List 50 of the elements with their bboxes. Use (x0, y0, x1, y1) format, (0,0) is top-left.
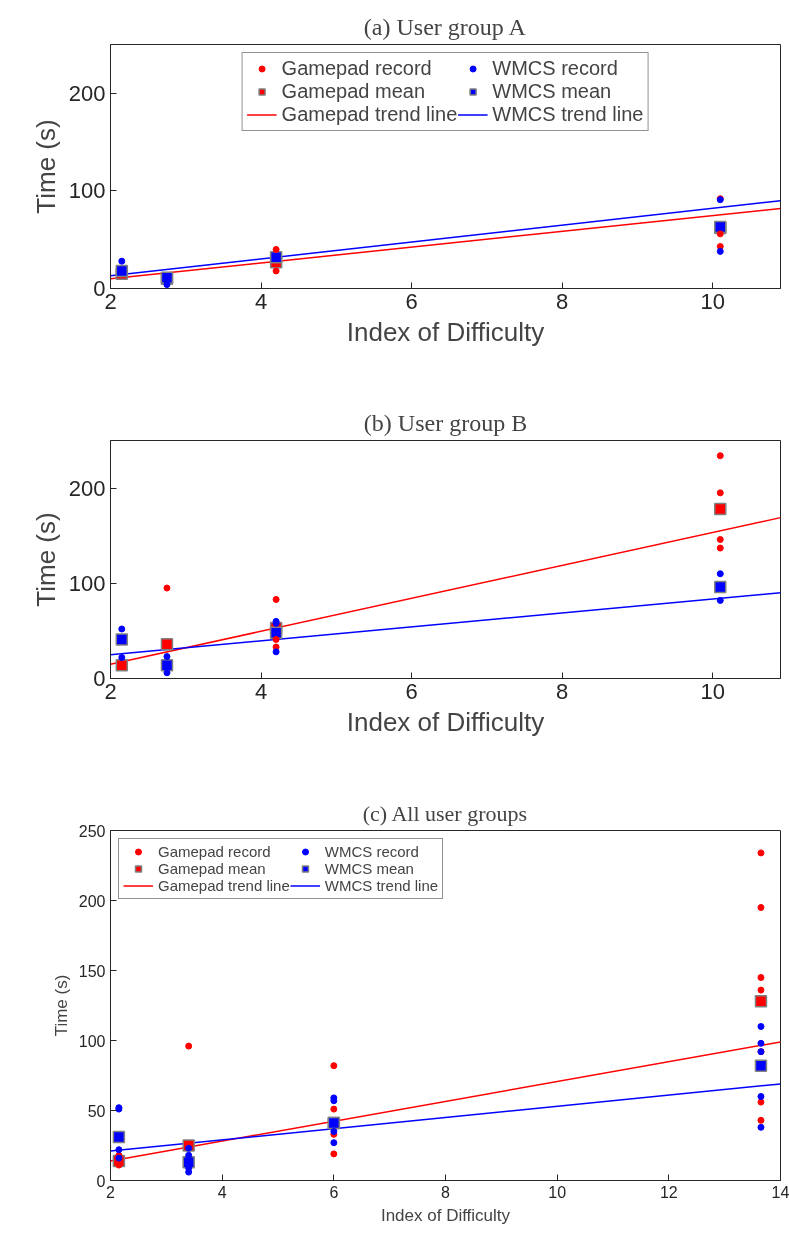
y-axis-title: Time (s) (30, 119, 61, 214)
legend-label: Gamepad trend line (281, 103, 458, 126)
legend-label: WMCS record (492, 57, 618, 80)
legend-label: Gamepad record (281, 57, 432, 80)
x-tick-label: 14 (771, 1183, 789, 1201)
y-tick-label: 200 (68, 475, 106, 501)
x-axis-title: Index of Difficulty (346, 316, 545, 347)
y-tick-label: 0 (96, 1172, 106, 1190)
x-tick-label: 6 (405, 678, 418, 704)
x-axis-title: Index of Difficulty (346, 706, 545, 737)
y-tick-label: 150 (78, 962, 106, 980)
y-tick-label: 250 (78, 822, 106, 840)
chart-title: (a) User group A (363, 13, 527, 40)
x-tick-label: 4 (217, 1183, 227, 1201)
legend-label: WMCS trend line (324, 877, 439, 894)
y-axis-title: Time (s) (30, 512, 61, 607)
y-tick-label: 200 (78, 892, 106, 910)
y-axis-title: Time (s) (51, 974, 71, 1037)
x-tick-label: 8 (556, 288, 569, 314)
x-tick-label: 10 (548, 1183, 567, 1201)
x-tick-label: 4 (254, 288, 268, 314)
y-tick-label: 0 (93, 276, 106, 301)
x-axis-title: Index of Difficulty (380, 1205, 511, 1225)
x-tick-label: 12 (659, 1183, 678, 1201)
legend-label: Gamepad record (158, 843, 271, 860)
y-tick-label: 100 (68, 570, 106, 596)
legend-label: WMCS mean (492, 80, 612, 103)
x-tick-label: 10 (700, 678, 725, 704)
x-tick-label: 8 (441, 1183, 451, 1201)
legend-label: Gamepad mean (158, 860, 266, 877)
x-tick-label: 4 (254, 678, 268, 704)
y-tick-label: 200 (68, 80, 106, 106)
y-tick-label: 50 (87, 1102, 106, 1120)
chart-title: (b) User group B (363, 409, 528, 436)
x-tick-label: 8 (556, 678, 569, 704)
y-tick-label: 0 (93, 666, 106, 691)
legend-label: WMCS trend line (492, 103, 644, 126)
x-tick-label: 2 (104, 288, 117, 314)
x-tick-label: 2 (106, 1183, 116, 1201)
legend-label: Gamepad mean (281, 80, 426, 103)
x-tick-label: 10 (700, 288, 725, 314)
y-tick-label: 100 (68, 178, 106, 204)
chart-title: (c) All user groups (362, 800, 528, 826)
y-tick-label: 100 (78, 1032, 106, 1050)
x-tick-label: 2 (104, 678, 117, 704)
legend-label: WMCS record (324, 843, 419, 860)
legend-label: Gamepad trend line (158, 877, 290, 894)
x-tick-label: 6 (329, 1183, 339, 1201)
x-tick-label: 6 (405, 288, 418, 314)
legend-label: WMCS mean (324, 860, 414, 877)
